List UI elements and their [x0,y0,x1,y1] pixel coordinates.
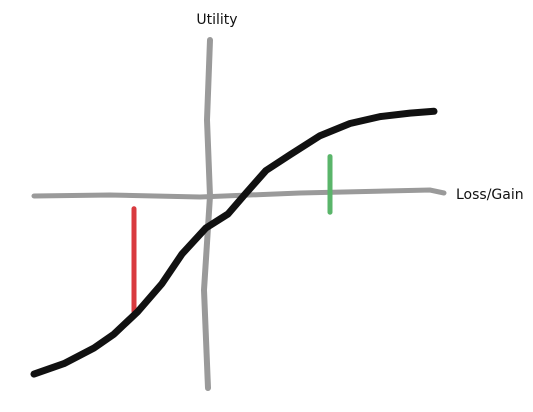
y-axis-label: Utility [196,12,237,28]
series-point [378,115,382,119]
series-point [62,362,66,366]
series-point [92,346,96,350]
series-point [244,191,248,195]
series-point [432,109,436,113]
series-point [408,111,412,115]
series-point [136,309,140,313]
series-point [264,169,268,172]
series-point [32,372,36,376]
series-point [318,134,322,138]
series-point [288,153,292,157]
series-point [226,212,230,216]
x-axis [31,187,447,200]
series-point [160,282,164,286]
axes [31,37,447,391]
y-axis [200,37,214,391]
series-point [204,226,208,230]
series-point [180,252,184,256]
series-point [348,122,352,125]
series-point [112,332,116,336]
x-axis-label: Loss/Gain [456,187,524,203]
series-line-0 [30,107,438,378]
